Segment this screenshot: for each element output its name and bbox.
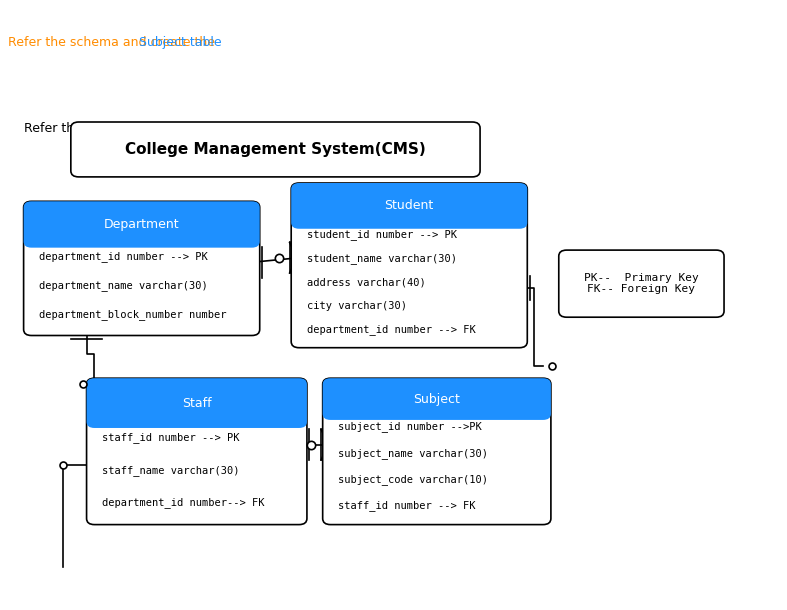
Text: Subject table: Subject table (139, 36, 221, 49)
Text: department_id number --> PK: department_id number --> PK (39, 251, 208, 262)
Text: subject_id number -->PK: subject_id number -->PK (338, 422, 482, 432)
Text: 34: 34 (445, 213, 499, 251)
Text: student_id number --> PK: student_id number --> PK (307, 229, 457, 240)
Text: student_name varchar(30): student_name varchar(30) (307, 253, 457, 264)
FancyBboxPatch shape (87, 378, 307, 428)
Text: subject_name varchar(30): subject_name varchar(30) (338, 448, 489, 459)
Text: staff_id number --> FK: staff_id number --> FK (338, 500, 476, 511)
FancyBboxPatch shape (24, 201, 260, 336)
FancyBboxPatch shape (87, 378, 307, 525)
Text: PK--  Primary Key
FK-- Foreign Key: PK-- Primary Key FK-- Foreign Key (584, 273, 699, 295)
Text: College Management System(CMS): College Management System(CMS) (125, 142, 426, 157)
Text: Refer the below schema diagram:: Refer the below schema diagram: (24, 121, 236, 135)
Text: Department: Department (104, 218, 179, 231)
FancyBboxPatch shape (71, 122, 480, 177)
Text: Student: Student (385, 199, 434, 212)
Text: city varchar(30): city varchar(30) (307, 301, 407, 311)
FancyBboxPatch shape (291, 183, 527, 229)
Bar (299, 206, 519, 223)
Text: address varchar(40): address varchar(40) (307, 277, 426, 287)
Bar (94, 403, 299, 422)
Text: subject_code varchar(10): subject_code varchar(10) (338, 474, 489, 485)
Bar (331, 399, 543, 414)
Text: Refer the schema and create the: Refer the schema and create the (8, 36, 219, 49)
FancyBboxPatch shape (323, 378, 551, 525)
FancyBboxPatch shape (323, 378, 551, 420)
Bar (31, 224, 252, 242)
Text: Staff: Staff (182, 396, 212, 409)
FancyBboxPatch shape (24, 201, 260, 248)
FancyBboxPatch shape (291, 183, 527, 348)
FancyBboxPatch shape (559, 250, 724, 317)
Text: staff_name varchar(30): staff_name varchar(30) (102, 465, 240, 476)
Text: department_name varchar(30): department_name varchar(30) (39, 280, 208, 291)
Text: department_id number --> FK: department_id number --> FK (307, 325, 475, 335)
Text: Subject: Subject (413, 393, 460, 406)
Text: staff_id number --> PK: staff_id number --> PK (102, 432, 240, 443)
Text: department_block_number number: department_block_number number (39, 309, 227, 320)
Text: department_id number--> FK: department_id number--> FK (102, 497, 264, 508)
